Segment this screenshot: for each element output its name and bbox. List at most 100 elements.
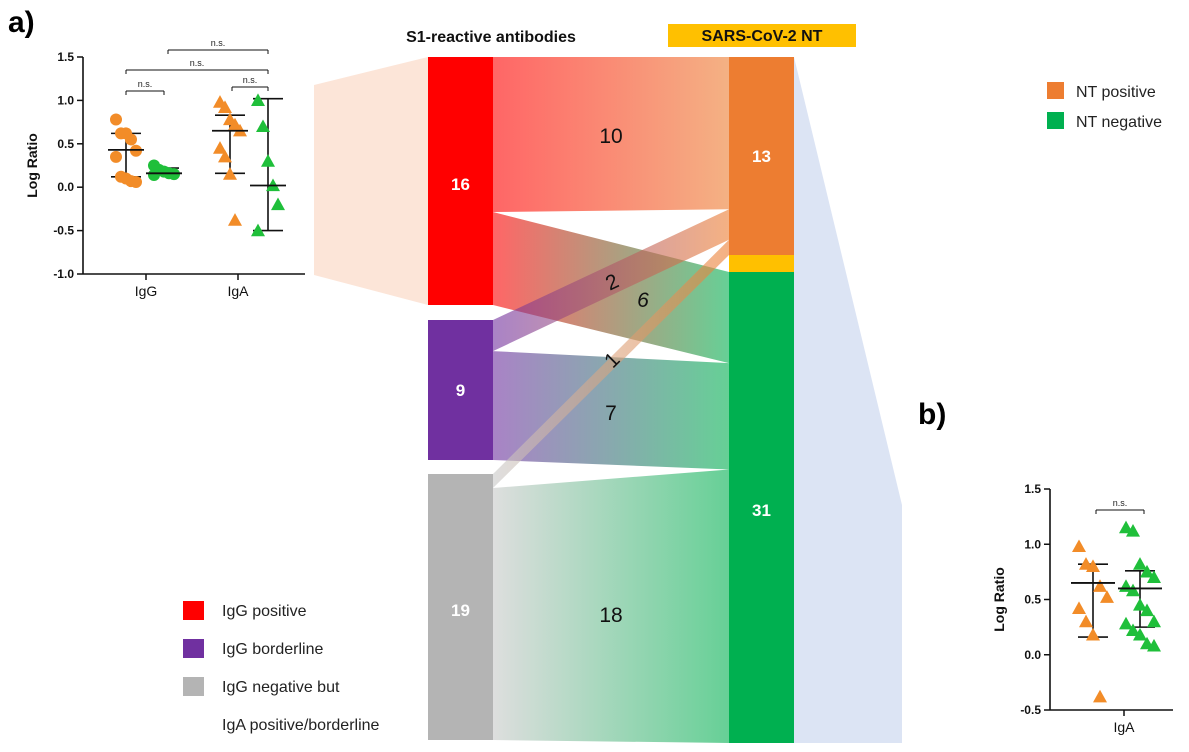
sankey-flow-label: 7 [605,402,617,425]
significance-label: n.s. [1113,498,1128,508]
data-point [1147,570,1161,583]
sankey-node-label: 16 [451,175,470,194]
data-point [228,213,242,226]
data-point [271,197,285,211]
sankey-nodes: 16 9 19 13 31 SARS-CoV-2 NT S1-reactive antibo… [406,24,856,743]
data-point [1119,520,1133,534]
data-point [1086,627,1100,641]
data-point [1079,614,1093,628]
legend-swatch-igg_borderline [183,639,204,658]
data-point [218,149,232,163]
data-point [213,141,227,154]
sankey-node-igg_negative [428,474,493,740]
panel-label-b: b) [918,398,947,431]
data-point [251,223,265,237]
data-point [1086,559,1100,572]
data-point [1126,623,1140,637]
sankey-node-label: 9 [456,381,465,400]
data-point [130,175,142,188]
y-tick-label: 0.0 [57,180,74,194]
legend-label: IgG negative but [222,679,340,696]
sankey-node-label: 31 [752,501,771,520]
legend-swatch-nt_positive [1047,82,1064,99]
sankey-left-title: S1-reactive antibodies [406,29,576,46]
data-point [148,169,160,182]
data-point [1147,638,1161,652]
legend-swatch-igg_negative [183,677,204,696]
sankey-flow-label: 18 [599,604,622,627]
y-tick-label: 0.0 [1024,648,1041,662]
data-point [1140,603,1154,617]
data-point [1072,601,1086,614]
nt-title-band [668,24,856,47]
legends: IgG positive IgG borderline IgG negative b… [183,82,1162,734]
data-point [1093,579,1107,592]
significance-label: n.s. [243,75,258,85]
x-tick-label: IgG [135,283,158,299]
data-point [1133,627,1147,641]
y-tick-label: -0.5 [1020,703,1041,717]
legend-label: NT negative [1076,114,1162,131]
sankey-flow-igg_negative-to-nt_negative [493,469,729,743]
y-tick-label: 1.0 [57,93,74,107]
data-point [110,113,122,126]
y-tick-label: 0.5 [1024,593,1041,607]
sankey-flow-label: 10 [599,125,622,148]
sankey-flow-igg_borderline-to-nt_negative [493,351,729,470]
data-point [1093,689,1107,703]
data-point [1133,557,1147,570]
data-point [1100,590,1114,603]
data-point [1072,539,1086,553]
data-point [125,133,137,146]
data-point [1126,583,1140,597]
y-tick-label: -1.0 [53,267,74,281]
projection-right [794,57,902,743]
y-tick-label: 1.0 [1024,537,1041,551]
data-point [110,150,122,163]
sankey-right-title: SARS-CoV-2 NT [702,28,823,45]
legend-label: IgG positive [222,603,307,620]
scatter-plot-b: -0.5 0.0 0.5 1.0 1.5 Log Ratio IgA n.s. [991,482,1173,735]
data-point [1140,564,1154,578]
x-tick-label: IgA [1113,719,1135,735]
panel-label-a: a) [8,6,35,39]
legend-swatch-igg_positive [183,601,204,620]
y-axis-label: Log Ratio [24,133,40,198]
legend-label: NT positive [1076,84,1156,101]
data-point [1126,523,1140,537]
projection-left [314,57,428,305]
sankey-node-nt_positive [729,57,794,255]
data-point [218,100,232,113]
y-tick-label: 0.5 [57,137,74,151]
data-point [1133,598,1147,611]
data-point [1119,616,1133,630]
y-tick-label: -0.5 [53,224,74,238]
nt-gap-band [729,255,794,272]
significance-label: n.s. [211,38,226,48]
sankey-flow-igg_positive-to-nt_positive [493,57,729,212]
significance-label: n.s. [190,58,205,68]
sankey-node-igg_borderline [428,320,493,460]
legend-swatch-nt_negative [1047,112,1064,129]
projection-shapes [314,57,902,743]
data-point [251,93,265,106]
legend-label: IgA positive/borderline [222,717,380,734]
data-point [261,154,275,167]
x-tick-label: IgA [227,283,249,299]
significance-label: n.s. [138,79,153,89]
sankey-node-igg_positive [428,57,493,305]
scatter-plot-a: -1.0 -0.5 0.0 0.5 1.0 1.5 Log Ratio IgG IgA n.s. n… [24,38,305,299]
sankey-node-nt_negative [729,272,794,743]
y-tick-label: 1.5 [57,50,74,64]
sankey-flow-label: 6 [637,289,649,312]
data-point [1147,614,1161,628]
sankey-flow-igg_borderline-to-nt_positive [493,209,729,352]
sankey-node-label: 13 [752,147,771,166]
data-point [223,167,237,180]
y-tick-label: 1.5 [1024,482,1041,496]
y-axis-label: Log Ratio [991,567,1007,632]
data-point [256,119,270,133]
